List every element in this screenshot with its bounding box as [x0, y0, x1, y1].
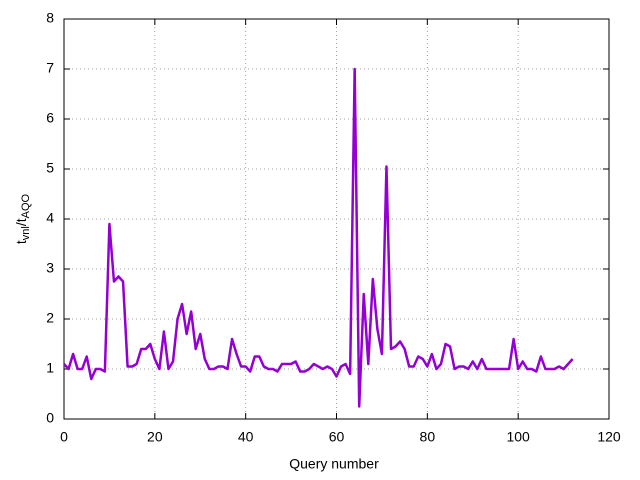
line-series: [63, 67, 574, 408]
x-tick-label: 20: [147, 429, 163, 445]
y-tick-label: 2: [46, 310, 54, 326]
y-tick-label: 0: [46, 410, 54, 426]
y-tick-label: 6: [46, 110, 54, 126]
y-label-part: t: [13, 240, 29, 244]
y-tick-label: 7: [46, 60, 54, 76]
x-tick-label: 100: [506, 429, 530, 445]
x-tick-label: 120: [597, 429, 621, 445]
x-axis-label: Query number: [289, 456, 379, 472]
x-tick-label: 80: [420, 429, 436, 445]
y-tick-label: 4: [46, 210, 54, 226]
x-tick-label: 40: [238, 429, 254, 445]
y-label-sub: vnl: [20, 226, 32, 240]
x-tick-label: 0: [60, 429, 68, 445]
y-tick-label: 1: [46, 360, 54, 376]
y-label-part: /t: [13, 218, 29, 226]
y-tick-label: 3: [46, 260, 54, 276]
plot-border: [63, 18, 610, 420]
y-tick-label: 5: [46, 160, 54, 176]
y-label-sub: AQO: [20, 193, 32, 218]
y-axis-label: tvnl/tAQO: [13, 193, 32, 244]
y-tick-label: 8: [46, 10, 54, 26]
x-tick-label: 60: [329, 429, 345, 445]
